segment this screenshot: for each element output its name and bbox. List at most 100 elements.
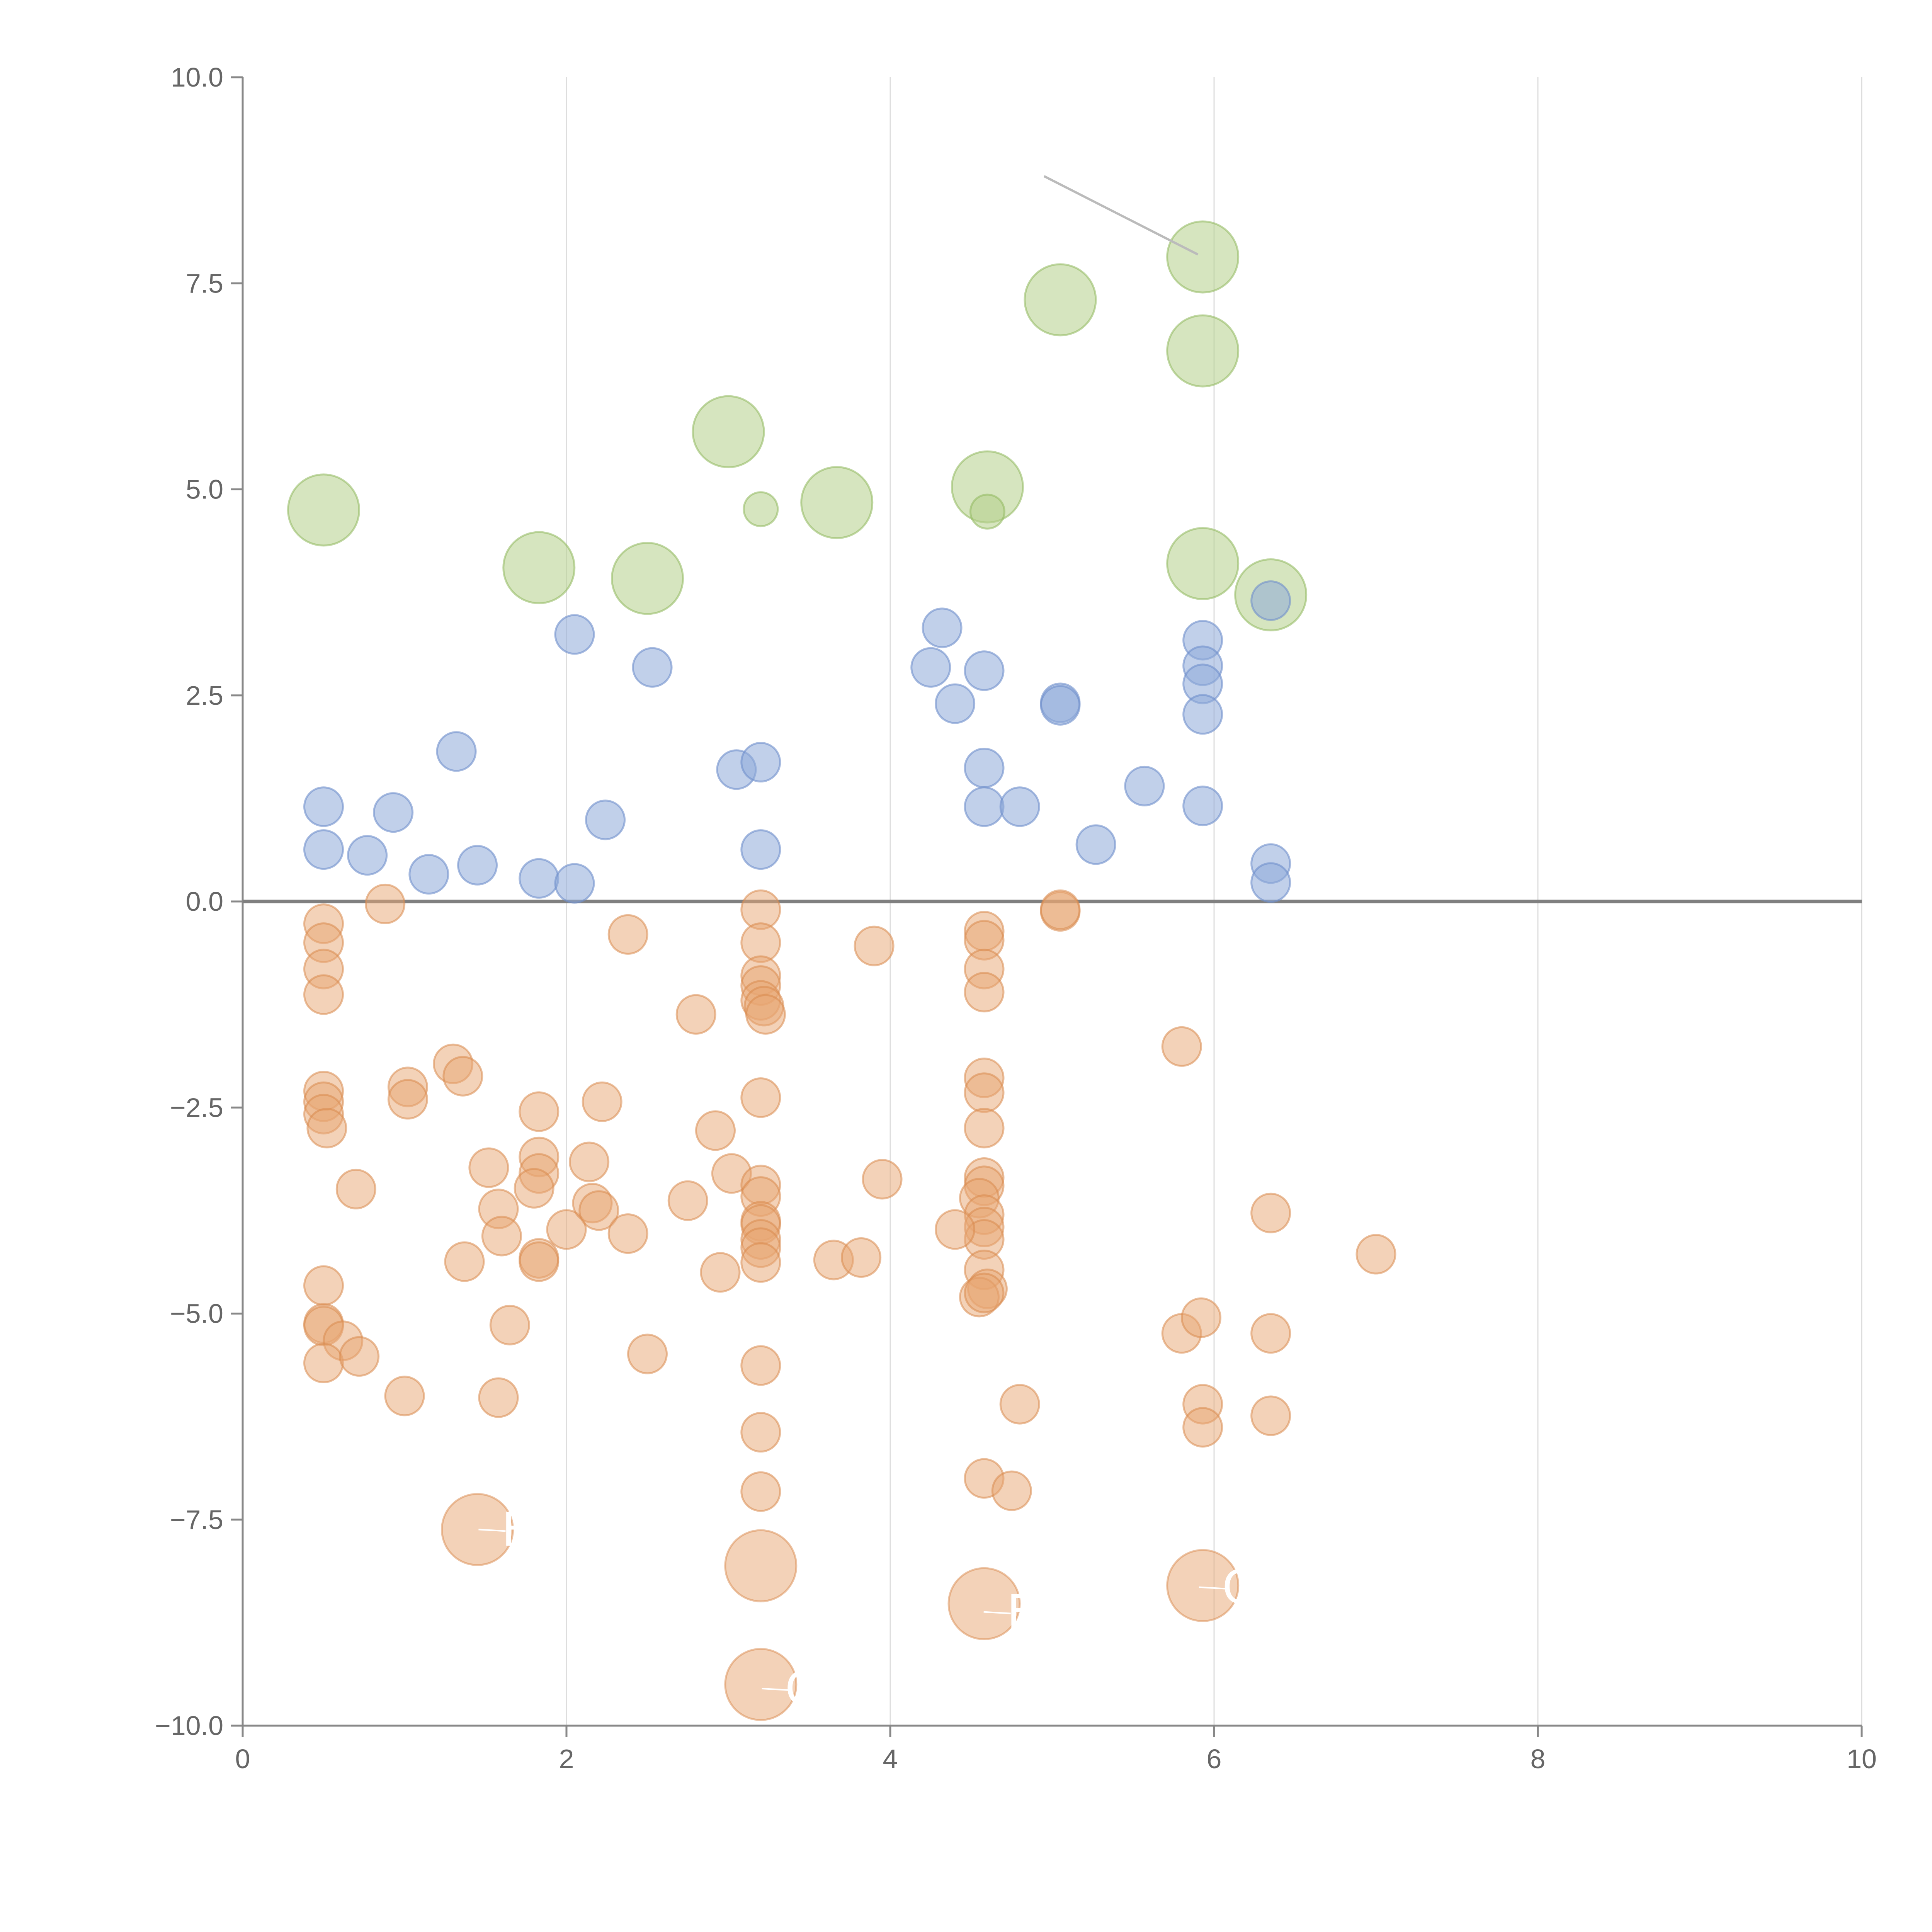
- orange-point: [740, 1077, 781, 1118]
- orange-point: [854, 925, 895, 966]
- orange-point: [695, 1110, 736, 1151]
- blue-point: [1075, 824, 1116, 865]
- annotation-tick: [1199, 1586, 1226, 1590]
- blue-point: [740, 742, 781, 783]
- orange-point: [582, 1081, 622, 1122]
- orange-point: [1180, 1297, 1221, 1338]
- leader-line: [1043, 175, 1199, 256]
- orange-point: [991, 1470, 1032, 1511]
- blue-point: [554, 863, 595, 904]
- annotation-tick: [762, 1688, 789, 1691]
- orange-point: [607, 1213, 648, 1254]
- green-point: [692, 395, 765, 468]
- annotation-label: H: [502, 1503, 536, 1557]
- green-point: [287, 473, 360, 547]
- orange-point: [365, 883, 406, 924]
- green-point: [502, 531, 576, 604]
- y-tick-label: 2.5: [186, 680, 223, 711]
- orange-point: [303, 974, 344, 1015]
- blue-point: [910, 647, 951, 688]
- blue-point: [935, 683, 976, 724]
- x-tick-label: 8: [1531, 1744, 1546, 1774]
- blue-point: [1182, 786, 1223, 827]
- orange-point: [964, 972, 1005, 1013]
- blue-point: [585, 799, 626, 840]
- y-tick-label: 7.5: [186, 268, 223, 298]
- orange-point: [478, 1377, 519, 1418]
- orange-point: [740, 1412, 781, 1453]
- orange-point: [627, 1333, 668, 1374]
- orange-point: [384, 1376, 425, 1417]
- orange-point: [444, 1241, 485, 1282]
- blue-point: [408, 854, 449, 895]
- orange-point: [519, 1091, 560, 1132]
- green-point: [1166, 527, 1240, 600]
- orange-point: [1355, 1234, 1396, 1275]
- orange-point: [546, 1209, 587, 1250]
- orange-point: [442, 1056, 483, 1097]
- orange-point: [489, 1304, 530, 1345]
- blue-point: [1124, 765, 1165, 806]
- blue-point: [1250, 580, 1291, 621]
- orange-large-point: [1166, 1549, 1240, 1622]
- blue-point: [303, 829, 344, 870]
- orange-point: [306, 1108, 347, 1149]
- orange-point: [1182, 1407, 1223, 1448]
- orange-point: [667, 1180, 708, 1221]
- x-tick-label: 4: [883, 1744, 898, 1774]
- green-point: [1024, 263, 1097, 337]
- orange-point: [607, 914, 648, 955]
- orange-large-point: [724, 1529, 798, 1602]
- orange-point: [964, 1072, 1005, 1113]
- annotation-layer: H F C C: [478, 175, 1255, 1716]
- orange-point: [303, 1342, 344, 1383]
- orange-point: [519, 1241, 560, 1282]
- green-point: [1166, 220, 1240, 294]
- x-tick-label: 2: [559, 1744, 574, 1774]
- orange-point: [468, 1147, 509, 1188]
- blue-point: [740, 829, 781, 870]
- y-tick-label: −5.0: [170, 1299, 223, 1329]
- orange-point: [745, 994, 786, 1035]
- blue-point: [632, 647, 673, 688]
- orange-point: [387, 1079, 428, 1120]
- orange-point: [303, 1265, 344, 1306]
- orange-point: [1250, 1192, 1291, 1233]
- blue-point: [457, 845, 498, 886]
- blue-point: [436, 731, 477, 772]
- orange-point: [740, 1242, 781, 1283]
- blue-point: [1182, 694, 1223, 735]
- green-point: [611, 542, 684, 615]
- annotation-label: C: [1222, 1561, 1255, 1615]
- blue-point: [999, 786, 1040, 827]
- orange-point: [335, 1168, 376, 1209]
- orange-point: [964, 1108, 1005, 1149]
- y-tick-label: −2.5: [170, 1092, 223, 1122]
- blue-point: [964, 786, 1005, 827]
- annotation-tick: [478, 1529, 506, 1532]
- orange-point: [700, 1252, 741, 1293]
- orange-point: [569, 1141, 610, 1182]
- orange-point: [578, 1190, 619, 1231]
- y-tick-label: −7.5: [170, 1505, 223, 1535]
- blue-point: [964, 650, 1005, 691]
- blue-point: [373, 792, 414, 833]
- y-tick-label: 5.0: [186, 474, 223, 505]
- orange-point: [1250, 1313, 1291, 1354]
- orange-point: [935, 1209, 976, 1250]
- axis-layer: 0 2 4 6 8 10 10.0 7.5 5.0 2.5 0.0 −2.5 −5.0 −7.5 −10.0: [155, 62, 1877, 1774]
- blue-point: [347, 835, 388, 876]
- y-tick-label: 0.0: [186, 886, 223, 917]
- x-tick-label: 6: [1207, 1744, 1222, 1774]
- orange-point: [1040, 889, 1081, 930]
- annotation-label: F: [1007, 1586, 1034, 1639]
- orange-point: [740, 1471, 781, 1512]
- blue-point: [303, 786, 344, 827]
- y-tick-label: −10.0: [155, 1711, 223, 1741]
- blue-point: [554, 614, 595, 655]
- orange-point: [841, 1237, 882, 1278]
- orange-point: [862, 1159, 903, 1200]
- blue-point: [1040, 685, 1081, 726]
